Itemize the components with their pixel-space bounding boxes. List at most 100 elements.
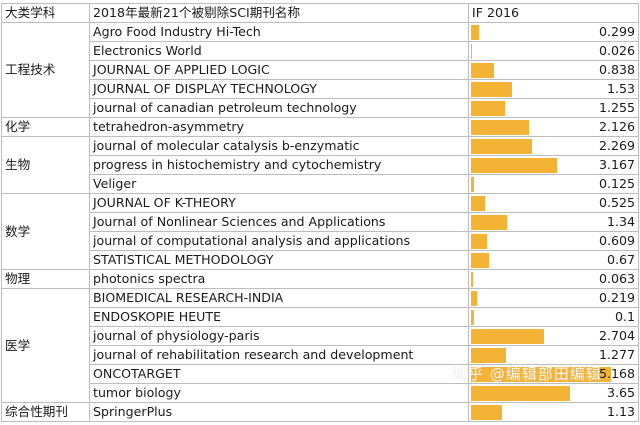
impact-factor-value: 1.277 xyxy=(598,347,635,362)
journal-name-cell: Agro Food Industry Hi-Tech xyxy=(89,22,469,42)
impact-factor-bar xyxy=(471,25,479,40)
impact-factor-value: 0.125 xyxy=(598,176,635,191)
impact-factor-cell: 1.34 xyxy=(468,212,639,232)
journal-name-cell: photonics spectra xyxy=(89,269,469,289)
impact-factor-cell: 2.126 xyxy=(468,117,639,137)
journal-name-cell: JOURNAL OF DISPLAY TECHNOLOGY xyxy=(89,79,469,99)
journal-name-cell: tumor biology xyxy=(89,383,469,403)
journal-name-cell: ENDOSKOPIE HEUTE xyxy=(89,307,469,327)
impact-factor-value: 0.063 xyxy=(598,271,635,286)
impact-factor-cell: 0.609 xyxy=(468,231,639,251)
impact-factor-cell: 1.277 xyxy=(468,345,639,365)
table-row: journal of canadian petroleum technology… xyxy=(2,98,639,118)
impact-factor-bar xyxy=(471,63,494,78)
table-row: ENDOSKOPIE HEUTE 0.1 xyxy=(2,307,639,327)
journal-name-cell: STATISTICAL METHODOLOGY xyxy=(89,250,469,270)
category-cell: 生物 xyxy=(1,136,90,194)
impact-factor-value: 0.299 xyxy=(598,24,635,39)
impact-factor-cell: 1.255 xyxy=(468,98,639,118)
table-row: journal of computational analysis and ap… xyxy=(2,231,639,251)
journal-name-cell: Electronics World xyxy=(89,41,469,61)
impact-factor-bar xyxy=(471,310,474,325)
impact-factor-cell: 0.838 xyxy=(468,60,639,80)
header-title: 2018年最新21个被剔除SCI期刊名称 xyxy=(89,3,469,23)
impact-factor-bar xyxy=(471,367,611,382)
journal-name-cell: JOURNAL OF APPLIED LOGIC xyxy=(89,60,469,80)
impact-factor-value: 0.1 xyxy=(614,309,635,324)
journal-name-cell: SpringerPlus xyxy=(89,402,469,422)
table-row: Veliger 0.125 xyxy=(2,174,639,194)
category-cell: 综合性期刊 xyxy=(1,402,90,422)
impact-factor-cell: 1.13 xyxy=(468,402,639,422)
header-if: IF 2016 xyxy=(468,3,639,23)
impact-factor-bar xyxy=(471,272,473,287)
journal-name-cell: Veliger xyxy=(89,174,469,194)
table-row: journal of physiology-paris 2.704 xyxy=(2,326,639,346)
journal-name-cell: journal of physiology-paris xyxy=(89,326,469,346)
impact-factor-bar xyxy=(471,405,502,420)
table-row: 生物 journal of molecular catalysis b-enzym… xyxy=(1,136,639,194)
impact-factor-bar xyxy=(471,177,474,192)
header-if-label: IF 2016 xyxy=(472,5,520,20)
impact-factor-cell: 2.269 xyxy=(468,136,639,156)
category-cell: 物理 xyxy=(1,269,90,289)
category-cell: 数学 xyxy=(1,193,90,270)
impact-factor-bar xyxy=(471,329,544,344)
impact-factor-bar xyxy=(471,253,489,268)
impact-factor-bar xyxy=(471,158,557,173)
impact-factor-value: 0.67 xyxy=(606,252,635,267)
impact-factor-value: 2.126 xyxy=(598,119,635,134)
impact-factor-value: 0.525 xyxy=(598,195,635,210)
table-row: JOURNAL OF APPLIED LOGIC 0.838 xyxy=(2,60,639,80)
journal-name-cell: journal of rehabilitation research and d… xyxy=(89,345,469,365)
impact-factor-value: 2.269 xyxy=(598,138,635,153)
header-category: 大类学科 xyxy=(1,3,90,23)
journal-table: 大类学科 2018年最新21个被剔除SCI期刊名称 IF 2016 工程技术 Ag… xyxy=(1,3,639,422)
impact-factor-value: 1.255 xyxy=(598,100,635,115)
journal-name-cell: BIOMEDICAL RESEARCH-INDIA xyxy=(89,288,469,308)
impact-factor-value: 3.167 xyxy=(598,157,635,172)
table-row: Journal of Nonlinear Sciences and Applic… xyxy=(2,212,639,232)
table-row: 数学 JOURNAL OF K-THEORY 0.525 xyxy=(1,193,639,270)
table-row: journal of rehabilitation research and d… xyxy=(2,345,639,365)
impact-factor-cell: 0.67 xyxy=(468,250,639,270)
impact-factor-value: 1.34 xyxy=(606,214,635,229)
journal-name-cell: Journal of Nonlinear Sciences and Applic… xyxy=(89,212,469,232)
table-row: 化学 tetrahedron-asymmetry 2.126 xyxy=(1,117,639,137)
impact-factor-bar xyxy=(471,44,472,59)
impact-factor-bar xyxy=(471,291,477,306)
impact-factor-cell: 1.53 xyxy=(468,79,639,99)
impact-factor-cell: 0.026 xyxy=(468,41,639,61)
table-row: ONCOTARGET 5.168 xyxy=(2,364,639,384)
table-row: 综合性期刊 SpringerPlus 1.13 xyxy=(1,402,639,422)
journal-name-cell: journal of computational analysis and ap… xyxy=(89,231,469,251)
journal-name-cell: ONCOTARGET xyxy=(89,364,469,384)
category-cell: 工程技术 xyxy=(1,22,90,118)
impact-factor-value: 1.53 xyxy=(606,81,635,96)
impact-factor-cell: 0.525 xyxy=(468,193,639,213)
table-row: JOURNAL OF DISPLAY TECHNOLOGY 1.53 xyxy=(2,79,639,99)
journal-name-cell: tetrahedron-asymmetry xyxy=(89,117,469,137)
impact-factor-cell: 5.168 xyxy=(468,364,639,384)
impact-factor-bar xyxy=(471,120,529,135)
impact-factor-value: 1.13 xyxy=(606,404,635,419)
table-row: 工程技术 Agro Food Industry Hi-Tech 0.299 xyxy=(1,22,639,118)
impact-factor-value: 3.65 xyxy=(606,385,635,400)
journal-name-cell: journal of canadian petroleum technology xyxy=(89,98,469,118)
category-cell: 化学 xyxy=(1,117,90,137)
impact-factor-bar xyxy=(471,234,487,249)
impact-factor-value: 0.219 xyxy=(598,290,635,305)
journal-name-cell: journal of molecular catalysis b-enzymat… xyxy=(89,136,469,156)
table-row: progress in histochemistry and cytochemi… xyxy=(2,155,639,175)
table-row: tumor biology 3.65 xyxy=(2,383,639,403)
impact-factor-bar xyxy=(471,215,507,230)
impact-factor-value: 5.168 xyxy=(598,366,635,381)
impact-factor-bar xyxy=(471,139,532,154)
impact-factor-cell: 2.704 xyxy=(468,326,639,346)
table-row: STATISTICAL METHODOLOGY 0.67 xyxy=(2,250,639,270)
impact-factor-bar xyxy=(471,386,570,401)
header-row: 大类学科 2018年最新21个被剔除SCI期刊名称 IF 2016 xyxy=(1,3,639,23)
impact-factor-cell: 0.299 xyxy=(468,22,639,42)
impact-factor-cell: 3.167 xyxy=(468,155,639,175)
impact-factor-cell: 0.125 xyxy=(468,174,639,194)
